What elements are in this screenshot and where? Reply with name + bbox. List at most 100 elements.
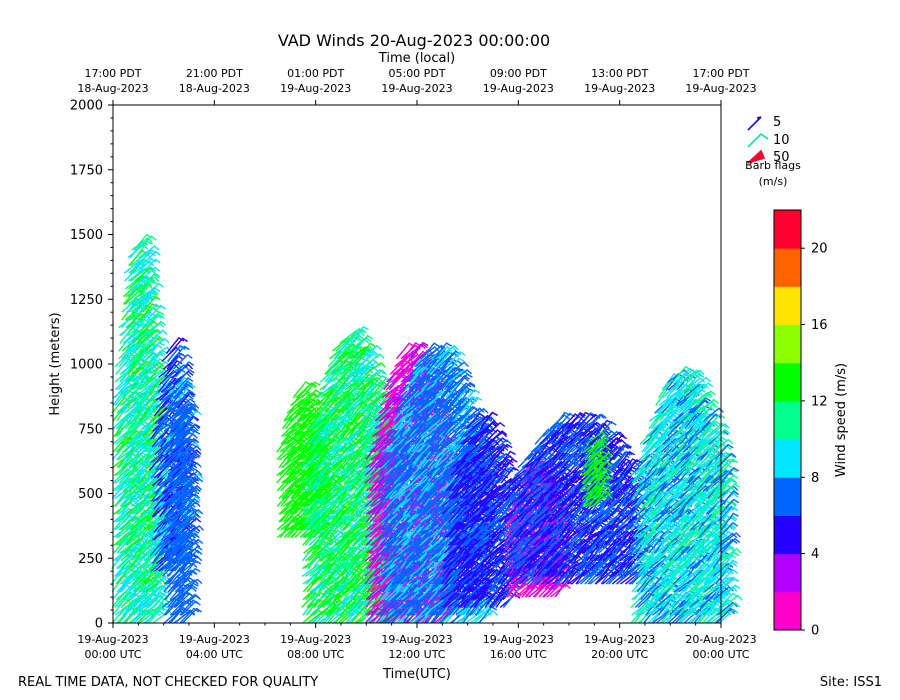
wind-barb [425,452,445,469]
wind-barb [276,467,296,484]
wind-barb [419,405,439,422]
wind-barb [405,389,426,406]
wind-barb [117,524,139,539]
wind-barb [556,423,578,438]
wind-barb [467,563,489,577]
wind-barb [146,602,168,616]
wind-barb [337,396,356,414]
wind-barb [446,357,465,375]
top-axis-label: Time (local) [378,51,455,66]
wind-barb [181,445,202,461]
wind-barb [446,521,466,538]
wind-barb [451,382,472,399]
wind-barb [450,374,470,391]
wind-barb [122,459,143,476]
wind-barb [179,495,201,510]
wind-barb [432,405,453,422]
wind-barb [499,458,518,476]
wind-barb [562,415,585,430]
wind-barb [410,341,429,360]
wind-barb [345,334,365,352]
wind-barb [408,576,429,593]
wind-barb [174,530,195,546]
wind-barb [182,476,204,492]
wind-barb [140,365,159,383]
wind-barb [460,560,480,577]
wind-barb [301,406,322,422]
wind-barb [330,497,350,515]
wind-barb [143,313,165,329]
wind-barb [499,484,521,500]
wind-barb [170,437,192,453]
wind-barb [171,405,191,422]
wind-barb [181,452,201,469]
wind-barb [346,584,366,601]
wind-barb [291,482,311,500]
wind-barb [170,345,190,362]
wind-barb [441,607,462,624]
wind-barb [175,368,195,386]
wind-barb [139,303,158,321]
wind-barb [180,462,202,476]
wind-barb [144,404,163,422]
wind-barb [365,369,388,383]
wind-barb [305,598,325,616]
wind-barb [352,368,374,383]
wind-barb [117,584,138,601]
wind-barb [172,555,195,570]
wind-barb [378,458,397,476]
wind-barb [405,343,426,360]
wind-barb [463,407,485,422]
wind-barb [161,346,182,362]
wind-barb [117,436,137,453]
wind-barb [506,568,527,585]
wind-barb [446,350,466,368]
wind-barb [170,397,190,414]
wind-barb [448,389,468,406]
wind-barb [366,406,387,422]
wind-barb [132,499,154,515]
wind-barb [135,240,154,259]
wind-barb [114,562,135,577]
wind-barb [170,376,190,393]
wind-barb [126,383,148,399]
wind-barb [176,406,197,422]
wind-barb [146,310,165,329]
wind-barb [130,252,152,267]
wind-barb [114,489,133,507]
wind-barb [348,346,371,360]
wind-barb [177,569,198,585]
wind-barb [554,482,573,500]
wind-barb [364,361,386,375]
wind-barb [181,555,203,570]
wind-barb [182,545,203,562]
wind-barb [395,467,416,484]
wind-barb [346,560,366,577]
wind-barb [331,436,352,453]
wind-barb [276,490,296,507]
wind-barb [182,559,202,577]
wind-barb [530,443,550,461]
wind-barb [446,381,466,399]
wind-barb [120,320,141,336]
wind-barb [124,276,147,290]
wind-barb [320,474,340,492]
wind-barb [177,559,196,577]
wind-barb [376,482,396,500]
wind-barb [347,600,368,616]
wind-barb [170,450,189,469]
wind-barb [475,552,495,570]
wind-barb [146,320,167,337]
wind-barb [138,245,160,259]
wind-barb [131,349,150,368]
wind-barbs-layer [111,233,743,624]
wind-barb [364,561,385,577]
wind-barb [335,452,356,469]
wind-barb [147,329,168,344]
wind-barb [146,304,167,321]
wind-barb [464,476,486,492]
wind-barb [151,575,170,593]
wind-barb [171,475,192,492]
wind-barb [442,492,463,507]
wind-barb [473,607,494,624]
